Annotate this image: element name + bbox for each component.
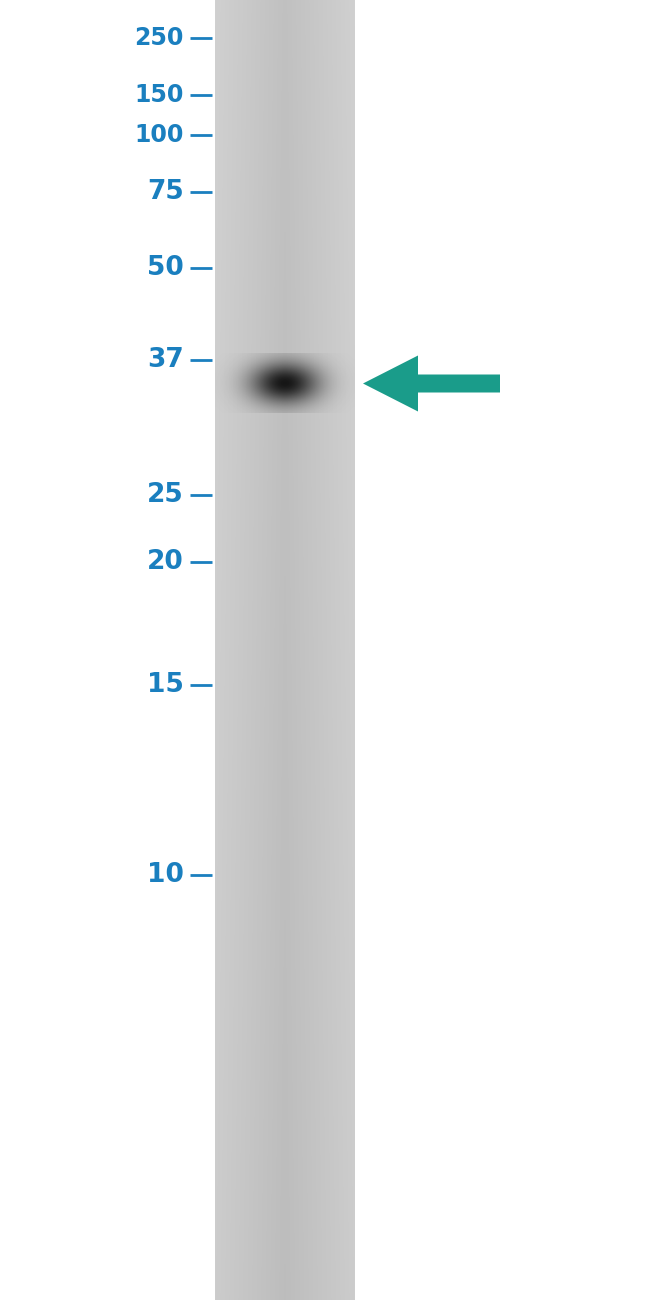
Text: 10: 10 <box>147 862 184 888</box>
Text: 37: 37 <box>148 347 184 373</box>
Text: 150: 150 <box>135 83 184 107</box>
Text: 15: 15 <box>147 672 184 698</box>
Text: 250: 250 <box>135 26 184 49</box>
Text: 20: 20 <box>148 549 184 575</box>
Polygon shape <box>363 355 500 412</box>
Text: 50: 50 <box>148 255 184 281</box>
Text: 100: 100 <box>135 124 184 147</box>
Text: 25: 25 <box>148 482 184 508</box>
Text: 75: 75 <box>148 179 184 205</box>
